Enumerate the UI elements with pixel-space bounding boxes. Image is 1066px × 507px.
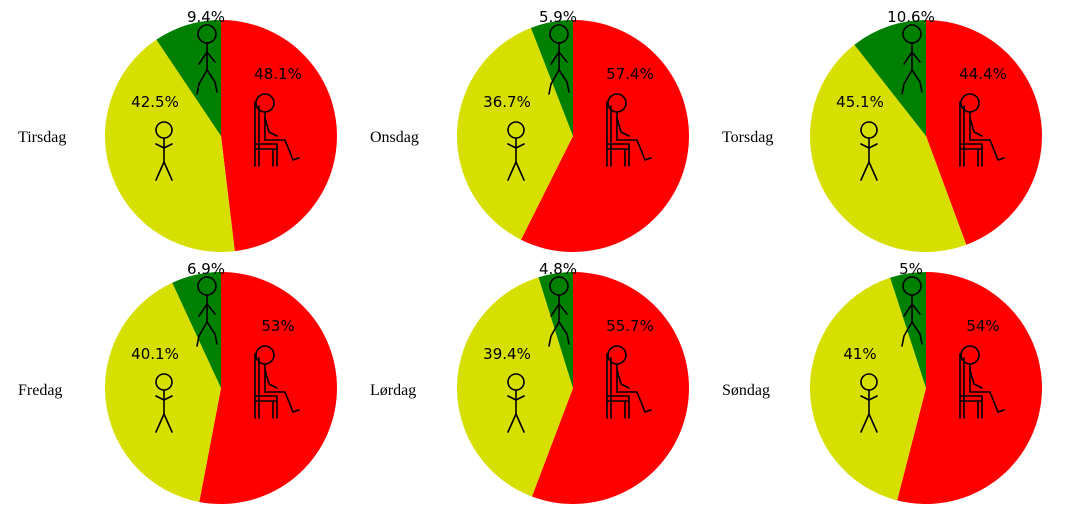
standing-person-icon: [860, 121, 878, 181]
pie-title: Onsdag: [370, 129, 419, 146]
sitting-person-icon: [254, 345, 300, 419]
standing-person-icon: [155, 373, 173, 433]
standing-person-icon: [155, 121, 173, 181]
pct-label-walking: 6.9%: [187, 260, 225, 278]
pie-title: Fredag: [18, 382, 62, 399]
pie-slice-sitting: [199, 272, 337, 504]
pie-title: Lørdag: [370, 382, 416, 399]
pie-slice-sitting: [520, 20, 689, 253]
pie-chart: Fredag 53% 40.1% 6.9%: [18, 260, 337, 504]
pie-chart: Torsdag 44.4% 45.1% 10.6%: [722, 8, 1042, 252]
walking-person-icon: [548, 24, 570, 95]
pct-label-standing: 36.7%: [483, 93, 531, 111]
pie-slice-standing: [809, 277, 926, 501]
pie-slice-standing: [456, 27, 573, 240]
pct-label-sitting: 57.4%: [606, 65, 654, 83]
standing-person-icon: [860, 373, 878, 433]
pct-label-standing: 41%: [843, 345, 876, 363]
sitting-person-icon: [959, 93, 1005, 167]
pie-slice-sitting: [926, 20, 1042, 245]
pie-slice-walking: [854, 20, 926, 136]
pct-label-walking: 5%: [899, 260, 923, 278]
sitting-person-icon: [254, 93, 300, 167]
pct-label-standing: 39.4%: [483, 345, 531, 363]
pie-slice-walking: [156, 20, 221, 136]
pct-label-walking: 5.9%: [539, 8, 577, 26]
pie-chart: Onsdag 57.4% 36.7% 5.9%: [370, 8, 689, 253]
pct-label-sitting: 48.1%: [254, 65, 302, 83]
sitting-person-icon: [606, 345, 652, 419]
pct-label-sitting: 53%: [261, 317, 294, 335]
standing-person-icon: [507, 373, 525, 433]
pie-slice-standing: [809, 44, 967, 252]
pct-label-sitting: 55.7%: [606, 317, 654, 335]
pct-label-standing: 42.5%: [131, 93, 179, 111]
pie-slice-walking: [530, 20, 573, 136]
walking-person-icon: [901, 24, 923, 95]
pie-slice-sitting: [221, 20, 337, 252]
pie-chart: Lørdag 55.7% 39.4% 4.8%: [370, 260, 689, 505]
pct-label-sitting: 44.4%: [959, 65, 1007, 83]
pie-slice-standing: [104, 282, 221, 502]
pie-slice-walking: [538, 272, 573, 388]
pie-slice-walking: [172, 271, 221, 388]
pie-title: Tirsdag: [18, 129, 66, 146]
pct-label-walking: 4.8%: [539, 260, 577, 278]
pie-title: Torsdag: [722, 129, 773, 146]
pie-chart: Tirsdag 48.1% 42.5% 9.4%: [18, 8, 337, 252]
pct-label-standing: 40.1%: [131, 345, 179, 363]
pie-chart: Søndag 54% 41% 5%: [722, 260, 1042, 505]
pct-label-standing: 45.1%: [836, 93, 884, 111]
walking-person-icon: [196, 24, 218, 95]
pct-label-walking: 10.6%: [887, 8, 935, 26]
pct-label-sitting: 54%: [966, 317, 999, 335]
sitting-person-icon: [959, 345, 1005, 419]
sitting-person-icon: [606, 93, 652, 167]
walking-person-icon: [548, 276, 570, 347]
pct-label-walking: 9.4%: [187, 8, 225, 26]
standing-person-icon: [507, 121, 525, 181]
pie-slice-standing: [457, 277, 573, 497]
walking-person-icon: [196, 276, 218, 347]
pie-title: Søndag: [722, 382, 770, 399]
walking-person-icon: [901, 276, 923, 347]
